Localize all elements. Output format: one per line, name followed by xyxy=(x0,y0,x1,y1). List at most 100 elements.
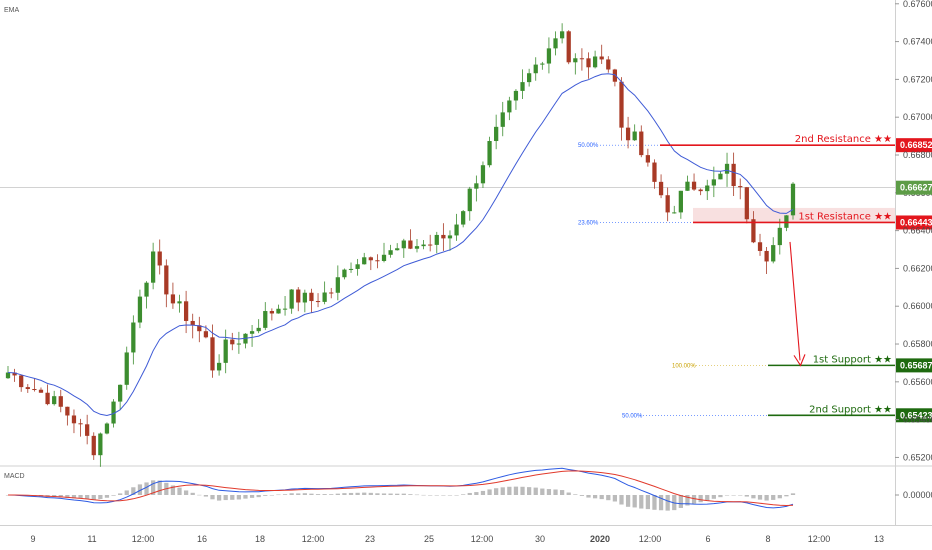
macd-hist-bar xyxy=(157,480,162,495)
candle-body xyxy=(309,292,314,302)
candle xyxy=(230,332,235,351)
time-tick-label: 6 xyxy=(705,534,710,544)
macd-hist-bar xyxy=(467,492,472,495)
macd-hist-bar xyxy=(249,495,255,498)
candle-body xyxy=(540,63,545,65)
candle xyxy=(546,37,552,74)
candle xyxy=(639,125,644,158)
macd-hist-bar xyxy=(203,495,209,497)
candle xyxy=(507,96,512,121)
candle-body xyxy=(368,257,373,261)
macd-hist-bar xyxy=(137,484,143,495)
level-tag xyxy=(896,358,932,373)
candle-body xyxy=(19,375,24,388)
candle-body xyxy=(672,212,677,214)
candle-body xyxy=(65,406,70,416)
macd-hist-bar xyxy=(698,495,703,503)
candle-body xyxy=(104,423,110,434)
macd-hist-bar xyxy=(434,495,439,496)
macd-hist-bar xyxy=(573,494,578,495)
candle xyxy=(790,182,796,220)
macd-hist-bar xyxy=(619,495,624,505)
candle xyxy=(104,422,110,435)
candle-body xyxy=(652,162,657,182)
macd-hist-bar xyxy=(256,495,261,498)
macd-hist-bar xyxy=(705,495,710,501)
macd-hist-bar xyxy=(408,494,413,495)
candle xyxy=(348,262,354,273)
macd-hist-bar xyxy=(606,495,611,501)
candle-body xyxy=(487,141,492,166)
macd-hist-bar xyxy=(718,495,723,498)
macd-hist-bar xyxy=(474,492,479,495)
price-tick-label: 0.65200 xyxy=(903,452,932,462)
macd-hist-bar xyxy=(335,493,340,495)
time-tick-label: 12:00 xyxy=(471,534,494,544)
macd-hist-bar xyxy=(540,488,545,495)
candle xyxy=(315,293,321,308)
fib-label: 23.60% xyxy=(578,220,599,226)
time-tick-label: 12:00 xyxy=(302,534,325,544)
candle-body xyxy=(639,131,644,156)
macd-hist-bar xyxy=(784,495,789,497)
candle-body xyxy=(375,260,380,262)
candle-body xyxy=(302,292,307,303)
candle-body xyxy=(289,289,294,309)
macd-hist-bar xyxy=(170,485,176,495)
candle xyxy=(91,432,96,460)
candle-body xyxy=(632,131,637,141)
macd-hist-bar xyxy=(480,490,486,495)
candle-body xyxy=(494,126,499,142)
candle-body xyxy=(777,227,782,246)
candle-body xyxy=(474,183,479,189)
candle xyxy=(164,259,169,308)
candle-body xyxy=(724,163,730,174)
candle xyxy=(665,187,670,222)
candle xyxy=(282,295,288,316)
candle xyxy=(249,324,255,347)
macd-hist-bar xyxy=(790,493,796,495)
macd-hist-bar xyxy=(315,494,321,495)
candle xyxy=(45,384,50,406)
candle-body xyxy=(685,181,690,191)
candle xyxy=(388,244,393,258)
time-tick-label: 23 xyxy=(365,534,375,544)
candle-body xyxy=(230,339,235,345)
macd-hist-bar xyxy=(289,493,294,495)
candle xyxy=(38,387,44,393)
candle xyxy=(540,61,545,70)
current-price-label: 0.66627 xyxy=(900,183,932,193)
candle xyxy=(58,389,63,413)
candle-body xyxy=(421,244,426,247)
candle xyxy=(151,242,156,290)
macd-hist-bar xyxy=(428,495,433,496)
candle-body xyxy=(144,282,149,297)
ema-line xyxy=(7,73,794,417)
macd-hist-bar xyxy=(533,487,538,495)
macd-hist-bar xyxy=(507,486,512,495)
forecast-arrow xyxy=(789,241,806,367)
candle-body xyxy=(78,423,83,425)
candle xyxy=(461,210,466,228)
candle xyxy=(447,230,453,251)
candle xyxy=(236,331,242,354)
macd-hist-bar xyxy=(685,495,690,506)
candle xyxy=(553,31,558,56)
candle-body xyxy=(124,352,129,385)
candle-body xyxy=(157,251,162,266)
candle-body xyxy=(533,64,538,74)
candle xyxy=(625,116,631,149)
macd-hist-bar xyxy=(151,480,156,495)
candle xyxy=(599,44,604,64)
candle-body xyxy=(434,234,439,245)
macd-hist-bar xyxy=(183,490,189,495)
candle xyxy=(144,281,149,309)
candle-body xyxy=(342,269,347,278)
macd-hist-bar xyxy=(302,493,307,495)
candle xyxy=(579,48,585,71)
candle xyxy=(170,282,176,309)
candle xyxy=(137,289,143,329)
candle-body xyxy=(296,289,301,303)
